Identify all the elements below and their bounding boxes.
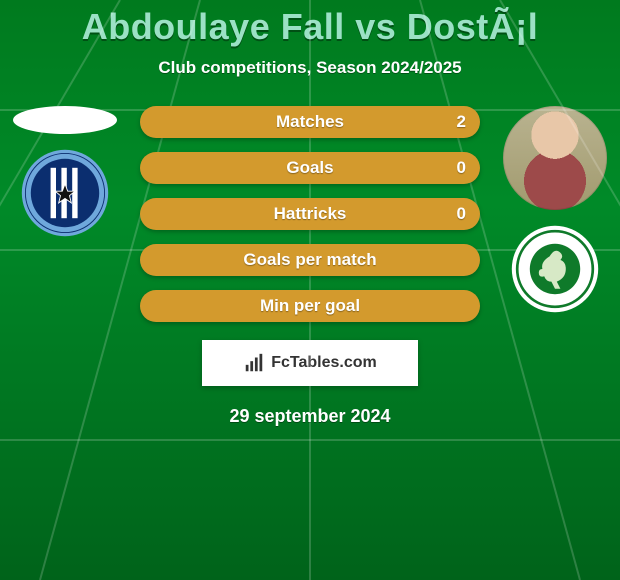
right-club-badge [510,224,600,314]
page-title: Abdoulaye Fall vs DostÃ¡l [0,6,620,48]
right-player-column [500,106,610,314]
stat-label: Goals [286,158,333,178]
stat-bar-goals: Goals 0 [140,152,480,184]
stat-value: 0 [457,204,466,224]
brand-watermark: FcTables.com [202,340,418,386]
chart-icon [243,352,265,374]
stat-bar-goals-per-match: Goals per match [140,244,480,276]
stat-bar-matches: Matches 2 [140,106,480,138]
stat-value: 0 [457,158,466,178]
stat-label: Matches [276,112,344,132]
brand-text: FcTables.com [271,354,377,372]
left-club-badge [20,148,110,238]
left-player-avatar [13,106,117,134]
right-player-avatar [503,106,607,210]
stat-bar-min-per-goal: Min per goal [140,290,480,322]
stat-label: Goals per match [243,250,376,270]
left-player-column [10,106,120,238]
stat-value: 2 [457,112,466,132]
stat-label: Min per goal [260,296,360,316]
subtitle: Club competitions, Season 2024/2025 [0,58,620,78]
comparison-main: Matches 2 Goals 0 Hattricks 0 Goals per … [0,106,620,322]
stat-bars: Matches 2 Goals 0 Hattricks 0 Goals per … [140,106,480,322]
date-text: 29 september 2024 [0,406,620,427]
stat-bar-hattricks: Hattricks 0 [140,198,480,230]
stat-label: Hattricks [274,204,347,224]
